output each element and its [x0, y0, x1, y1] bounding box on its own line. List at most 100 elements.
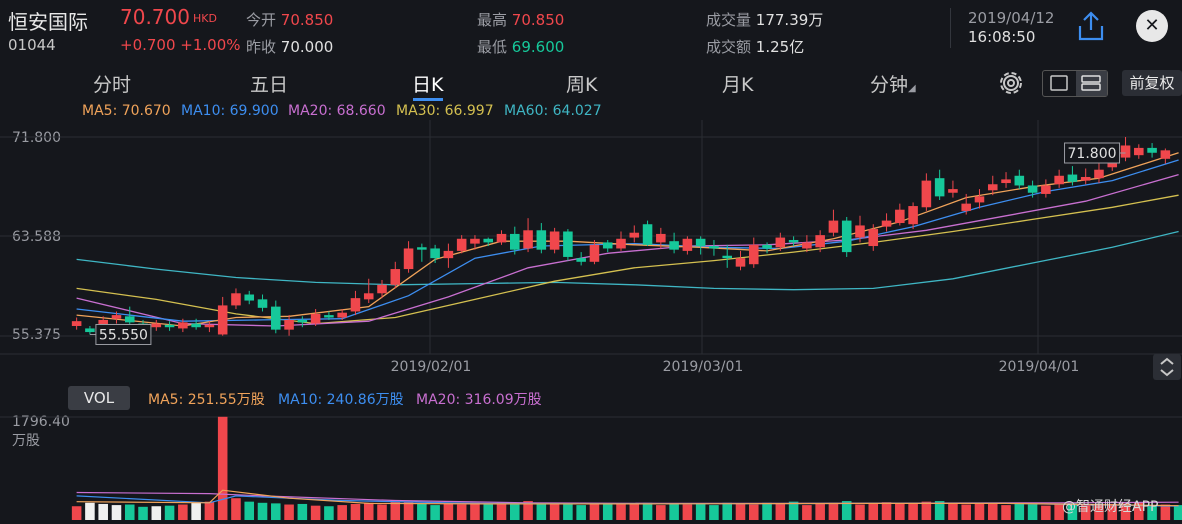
- vol-bar-70: [1001, 505, 1011, 520]
- candle-57: [828, 209, 839, 237]
- vol-bar-46: [682, 504, 693, 520]
- vol-bar-39: [589, 503, 600, 520]
- candle-body-73: [1041, 185, 1051, 194]
- candle-body-22: [363, 293, 374, 300]
- vol-bar-64: [921, 501, 932, 520]
- gear-icon[interactable]: [996, 68, 1026, 98]
- candle-35: [536, 223, 547, 254]
- collapse-chevron-icon[interactable]: [1153, 354, 1181, 380]
- candle-body-55: [802, 242, 812, 249]
- candle-23: [377, 279, 387, 299]
- candle-body-58: [841, 220, 852, 253]
- vol-bar-23: [377, 504, 387, 520]
- candle-82: [1160, 148, 1171, 164]
- stock-name: 恒安国际: [8, 10, 88, 34]
- ma10-line: [76, 159, 1179, 322]
- candle-body-46: [682, 238, 693, 251]
- share-icon[interactable]: [1076, 10, 1106, 42]
- candle-body-81: [1147, 147, 1157, 153]
- candle-body-37: [563, 231, 573, 257]
- candle-body-17: [297, 319, 308, 323]
- candle-body-49: [722, 255, 732, 259]
- candle-13: [244, 290, 255, 305]
- ma10-legend: MA10: 69.900: [181, 103, 279, 119]
- candle-body-50: [735, 258, 746, 267]
- candle-1: [85, 326, 95, 335]
- candle-body-40: [602, 242, 613, 249]
- quote-date: 2019/04/12: [968, 9, 1055, 27]
- candle-25: [403, 241, 414, 273]
- vol-bar-11: [217, 416, 228, 520]
- open-value: 70.850: [280, 11, 334, 29]
- candle-body-79: [1120, 145, 1131, 158]
- vol-bar-12: [231, 498, 241, 520]
- vol-bar-22: [363, 502, 374, 520]
- candle-body-74: [1054, 175, 1064, 185]
- vol-bar-14: [257, 502, 268, 520]
- vol-bar-6: [151, 506, 162, 520]
- vol-ma20-legend: MA20: 316.09万股: [416, 392, 542, 408]
- vol-bar-28: [443, 503, 454, 520]
- watermark: @智通财经APP: [1062, 499, 1159, 515]
- candle-body-13: [244, 294, 255, 301]
- low-marker-text: 55.550: [99, 327, 148, 343]
- close-icon[interactable]: ✕: [1136, 10, 1168, 42]
- candle-body-8: [178, 322, 188, 329]
- ma60-legend: MA60: 64.027: [504, 103, 602, 119]
- vol-bar-52: [762, 502, 772, 520]
- layout-toggle-icon[interactable]: [1042, 70, 1108, 97]
- vol-ma10-legend: MA10: 240.86万股: [278, 392, 404, 408]
- vol-indicator-button[interactable]: VOL: [68, 386, 130, 410]
- vol-bar-10: [204, 501, 215, 520]
- candle-body-11: [217, 305, 228, 335]
- candle-48: [709, 239, 719, 256]
- change-percent: +1.00%: [180, 36, 241, 54]
- candle-body-2: [98, 319, 108, 328]
- turnover-value: 1.25亿: [755, 38, 805, 56]
- candle-24: [390, 261, 401, 289]
- candle-74: [1054, 169, 1064, 188]
- vol-bar-82: [1160, 504, 1171, 520]
- tab-daily-k[interactable]: 日K: [412, 74, 444, 96]
- candle-body-68: [974, 196, 985, 203]
- candle-body-56: [815, 235, 825, 248]
- candle-body-19: [324, 315, 334, 318]
- tab-weekly-k[interactable]: 周K: [566, 74, 598, 96]
- vol-bar-5: [138, 506, 148, 520]
- volume-chart[interactable]: [0, 380, 1182, 524]
- vol-bar-63: [908, 502, 918, 520]
- candle-body-59: [855, 225, 865, 238]
- tab-minute[interactable]: 分钟◢: [870, 70, 916, 97]
- tab-five-day[interactable]: 五日: [250, 74, 289, 96]
- y-axis-bottom-label: 55.375: [12, 327, 61, 343]
- candle-body-51: [748, 244, 759, 265]
- vol-bar-42: [629, 503, 640, 520]
- candle-10: [204, 321, 215, 333]
- candle-61: [881, 213, 892, 232]
- vol-bar-53: [775, 503, 786, 520]
- price-adjust-button[interactable]: 前复权: [1122, 70, 1182, 96]
- vol-bar-69: [987, 503, 998, 520]
- vol-bar-4: [124, 504, 135, 520]
- vol-bar-49: [722, 502, 732, 520]
- candle-body-31: [483, 238, 494, 243]
- candle-19: [324, 311, 334, 320]
- candle-body-66: [948, 189, 958, 193]
- candle-4: [124, 306, 135, 325]
- tab-monthly-k[interactable]: 月K: [722, 74, 754, 96]
- candle-body-10: [204, 324, 215, 328]
- vol-bar-36: [549, 503, 560, 520]
- candle-body-53: [775, 237, 786, 248]
- vol-bar-16: [284, 504, 294, 520]
- vol-bar-80: [1134, 502, 1144, 520]
- vol-bar-41: [616, 504, 626, 520]
- vol-bar-76: [1080, 505, 1091, 520]
- vol-bar-1: [85, 502, 95, 520]
- candle-body-47: [695, 238, 706, 247]
- vol-ma5-line: [76, 489, 1179, 507]
- candle-64: [921, 173, 932, 211]
- candlestick-chart[interactable]: 2019/02/01 2019/03/01 2019/04/01 71.800 55.5…: [0, 0, 1182, 380]
- candle-body-42: [629, 232, 640, 238]
- tab-intraday[interactable]: 分时: [93, 74, 132, 96]
- candle-body-64: [921, 180, 932, 208]
